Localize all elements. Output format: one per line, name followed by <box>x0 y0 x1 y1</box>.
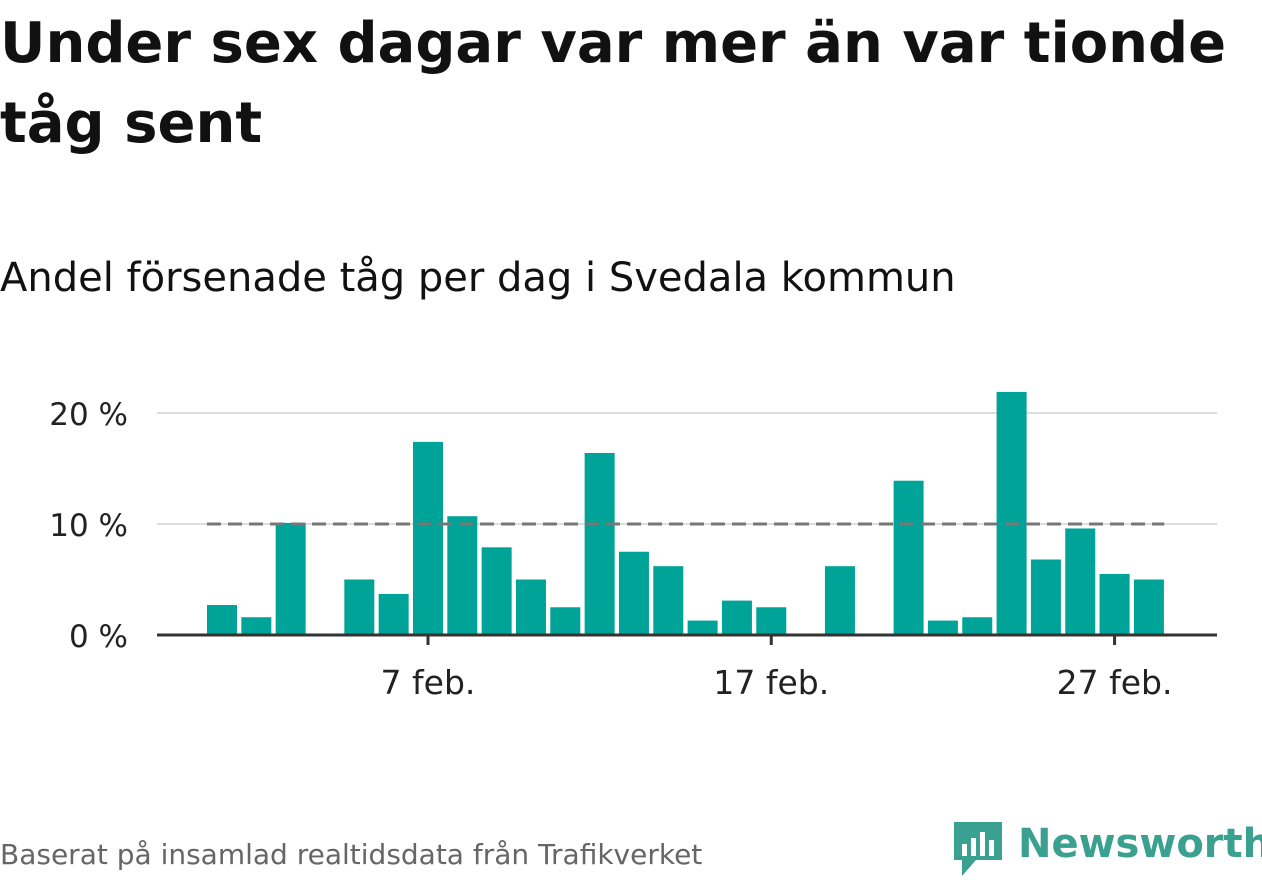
bars <box>207 391 1164 635</box>
bar <box>344 579 375 635</box>
bar <box>515 579 546 635</box>
grid-lines <box>157 412 1217 525</box>
bar <box>721 600 752 635</box>
bar <box>481 547 512 635</box>
newsworthy-logo: Newsworthy <box>950 818 1262 878</box>
source-note: Baserat på insamlad realtidsdata från Tr… <box>0 838 703 871</box>
bar <box>1030 559 1061 635</box>
bar <box>824 566 855 635</box>
bar <box>584 452 615 635</box>
bar <box>275 522 306 635</box>
y-tick-label: 20 % <box>49 397 128 433</box>
bar <box>1065 528 1096 635</box>
bar <box>447 516 478 635</box>
bar <box>1099 573 1130 635</box>
bar <box>378 593 409 635</box>
bar <box>996 391 1027 635</box>
bar <box>618 551 649 635</box>
y-tick-label: 10 % <box>49 508 128 544</box>
bar <box>207 605 237 635</box>
bar <box>687 620 718 635</box>
bar <box>756 607 787 635</box>
y-tick-label: 0 % <box>69 619 128 655</box>
bar <box>412 441 443 635</box>
bar <box>241 617 272 635</box>
bar <box>1133 579 1164 635</box>
newsworthy-logo-text: Newsworthy <box>1018 821 1262 867</box>
x-tick-label: 7 feb. <box>381 663 476 702</box>
newsworthy-logo-icon <box>954 822 1002 876</box>
bar <box>927 620 958 635</box>
chart-title: Under sex dagar var mer än var tionde tå… <box>0 11 1227 156</box>
bar <box>893 480 924 635</box>
x-axis <box>157 633 1217 645</box>
tick-labels: 0 % 10 % 20 % 7 feb. 17 feb. 27 feb. <box>49 397 1172 702</box>
x-tick-label: 17 feb. <box>713 663 829 702</box>
bar <box>550 607 581 635</box>
x-tick-label: 27 feb. <box>1057 663 1173 702</box>
bar <box>962 617 993 635</box>
chart-subtitle: Andel försenade tåg per dag i Svedala ko… <box>0 255 956 301</box>
bar <box>653 566 684 635</box>
